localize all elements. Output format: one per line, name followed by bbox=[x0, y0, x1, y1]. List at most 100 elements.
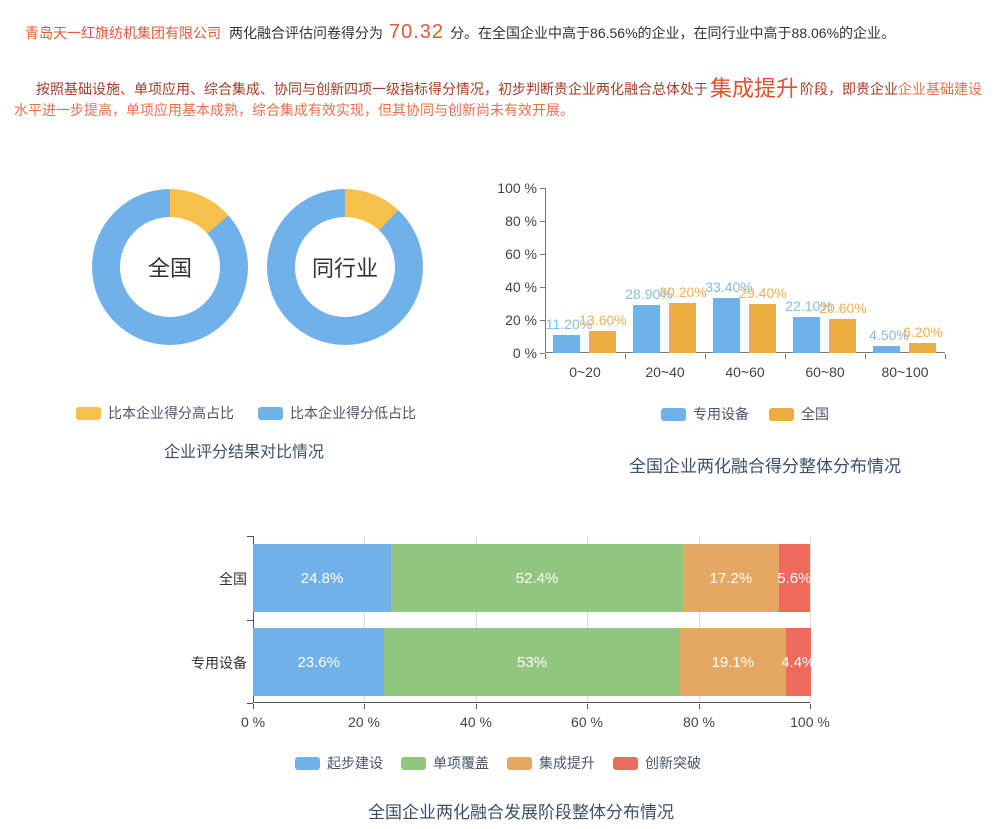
bar-专用设备-0~20 bbox=[553, 335, 580, 353]
x-axis-tick bbox=[865, 354, 866, 359]
legend-item: 比本企业得分高占比 bbox=[76, 403, 234, 423]
bar-value-label: 29.40% bbox=[739, 285, 787, 301]
plot-area bbox=[545, 188, 945, 353]
x-axis-tick bbox=[253, 704, 254, 709]
stage-distribution-chart: 24.8% 52.4% 17.2% 5.6% 全国 23.6% 53% 19.1% 4.4% 专用… bbox=[190, 530, 870, 745]
legend-swatch bbox=[769, 407, 794, 421]
y-axis-tick bbox=[247, 536, 253, 537]
legend-swatch bbox=[661, 407, 686, 421]
gridline bbox=[699, 536, 700, 703]
bar-value-label: 22.10% bbox=[785, 298, 833, 314]
legend-item: 集成提升 bbox=[507, 753, 595, 773]
x-axis-label: 0 % bbox=[240, 714, 266, 730]
y-axis-tick bbox=[247, 620, 253, 621]
legend-swatch bbox=[295, 756, 320, 770]
legend-item: 全国 bbox=[769, 404, 829, 424]
analysis-part2: 阶段，即贵企业 bbox=[800, 81, 899, 97]
y-axis-label: 40 % bbox=[505, 279, 537, 295]
bar-专用设备-20~40 bbox=[633, 305, 660, 353]
bar-value-label: 33.40% bbox=[705, 279, 753, 295]
legend-label: 集成提升 bbox=[539, 755, 595, 771]
x-axis-tick bbox=[625, 354, 626, 359]
score-distribution-title: 全国企业两化融合得分整体分布情况 bbox=[629, 457, 901, 476]
x-category-label: 40~60 bbox=[725, 364, 765, 380]
x-category-label: 20~40 bbox=[645, 364, 685, 380]
bar-value-label: 28.90% bbox=[625, 286, 673, 302]
y-axis-tick bbox=[540, 254, 545, 255]
bar-value-label: 6.20% bbox=[903, 324, 943, 340]
x-axis-label: 40 % bbox=[460, 714, 492, 730]
bar-专用设备-60~80 bbox=[793, 317, 820, 353]
legend-swatch bbox=[258, 406, 283, 420]
bar-value-label: 20.60% bbox=[819, 300, 867, 316]
legend-item: 比本企业得分低占比 bbox=[258, 403, 416, 423]
x-axis-tick bbox=[810, 704, 811, 709]
legend-label: 比本企业得分低占比 bbox=[290, 405, 416, 421]
y-axis-tick bbox=[540, 320, 545, 321]
legend-label: 单项覆盖 bbox=[433, 755, 489, 771]
bar-value-label: 30.20% bbox=[659, 284, 707, 300]
plot-area bbox=[253, 536, 810, 703]
bar-全国-60~80 bbox=[829, 319, 856, 353]
row-label: 专用设备 bbox=[191, 655, 247, 671]
x-axis-tick bbox=[587, 704, 588, 709]
score-distribution-chart: 0 % 20 % 40 % 60 % 80 % 100 % 11.20% 28.90% 33.4… bbox=[490, 180, 995, 395]
stage-distribution-legend: 起步建设 单项覆盖 集成提升 创新突破 bbox=[218, 753, 778, 773]
segment-专用设备-创新突破: 4.4% bbox=[781, 628, 815, 696]
bar-全国-80~100 bbox=[909, 343, 936, 353]
gridline bbox=[476, 536, 477, 703]
company-name: 青岛天一红旗纺机集团有限公司 bbox=[25, 25, 221, 41]
bar-全国-40~60 bbox=[749, 304, 776, 353]
bar-全国-20~40 bbox=[669, 303, 696, 353]
segment-全国-集成提升: 17.2% bbox=[683, 544, 779, 612]
donut-center-label: 同行业 bbox=[295, 217, 395, 317]
analysis-stage: 集成提升 bbox=[710, 76, 799, 101]
legend-label: 起步建设 bbox=[327, 755, 383, 771]
donut-center-label: 全国 bbox=[120, 217, 220, 317]
y-axis-label: 80 % bbox=[505, 213, 537, 229]
legend-item: 起步建设 bbox=[295, 753, 383, 773]
analysis-part1: 按照基础设施、单项应用、综合集成、协同与创新四项一级指标得分情况，初步判断贵企业… bbox=[36, 81, 708, 97]
legend-item: 创新突破 bbox=[613, 753, 701, 773]
bar-value-label: 11.20% bbox=[545, 316, 593, 332]
x-axis-tick bbox=[785, 354, 786, 359]
score-suffix: 分。在全国企业中高于86.56%的企业，在同行业中高于88.06%的企业。 bbox=[450, 25, 896, 41]
y-axis-label: 60 % bbox=[505, 246, 537, 262]
donut-legend: 比本企业得分高占比 比本企业得分低占比 bbox=[58, 403, 434, 423]
score-label: 两化融合评估问卷得分为 bbox=[229, 25, 383, 41]
x-category-label: 80~100 bbox=[881, 364, 929, 380]
bar-value-label: 13.60% bbox=[579, 312, 627, 328]
stage-distribution-title: 全国企业两化融合发展阶段整体分布情况 bbox=[368, 803, 674, 822]
y-axis-tick bbox=[540, 188, 545, 189]
y-axis-label: 0 % bbox=[512, 345, 537, 361]
legend-item: 单项覆盖 bbox=[401, 753, 489, 773]
legend-label: 比本企业得分高占比 bbox=[108, 405, 234, 421]
score-distribution-legend: 专用设备 全国 bbox=[545, 404, 945, 424]
gridline bbox=[364, 536, 365, 703]
y-axis-label: 100 % bbox=[497, 180, 537, 196]
bar-全国-0~20 bbox=[589, 331, 616, 353]
segment-全国-创新突破: 5.6% bbox=[777, 544, 812, 612]
legend-swatch bbox=[507, 756, 532, 770]
legend-label: 创新突破 bbox=[645, 755, 701, 771]
intro-line: 青岛天一红旗纺机集团有限公司 两化融合评估问卷得分为 70.32 分。在全国企业中高于… bbox=[25, 21, 895, 44]
gridline bbox=[587, 536, 588, 703]
x-axis-tick bbox=[945, 354, 946, 359]
x-axis-tick bbox=[545, 354, 546, 359]
x-axis-label: 20 % bbox=[348, 714, 380, 730]
y-axis-tick bbox=[540, 287, 545, 288]
gridline bbox=[810, 536, 811, 703]
bar-专用设备-80~100 bbox=[873, 346, 900, 353]
y-axis-tick bbox=[247, 703, 253, 704]
y-axis-label: 20 % bbox=[505, 312, 537, 328]
y-axis-tick bbox=[540, 221, 545, 222]
legend-swatch bbox=[613, 756, 638, 770]
donut-chart-industry: 同行业 bbox=[267, 189, 423, 345]
segment-全国-起步建设: 24.8% bbox=[253, 544, 392, 612]
legend-label: 全国 bbox=[801, 406, 829, 422]
legend-swatch bbox=[401, 756, 426, 770]
bar-value-label: 4.50% bbox=[869, 327, 909, 343]
row-label: 全国 bbox=[219, 571, 247, 587]
score-value: 70.32 bbox=[389, 21, 445, 43]
x-category-label: 0~20 bbox=[569, 364, 601, 380]
